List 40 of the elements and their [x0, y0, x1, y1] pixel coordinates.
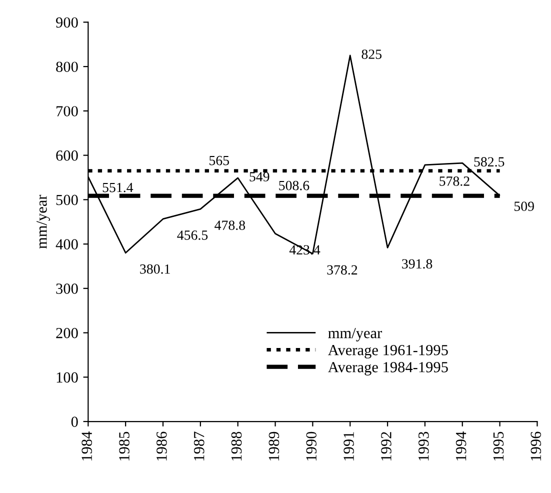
x-tick-label: 1996: [530, 432, 542, 460]
x-tick-label: 1993: [418, 432, 429, 460]
data-label: 456.5: [177, 230, 208, 240]
x-tick-label: 1990: [306, 432, 317, 460]
x-tick-label: 1984: [82, 431, 92, 460]
y-tick-label: 300: [56, 284, 78, 294]
annotation: 508.6: [279, 180, 310, 190]
legend-label: mm/year: [328, 328, 382, 342]
data-label: 391.8: [402, 259, 432, 269]
y-tick-label: 900: [56, 17, 78, 28]
data-label: 380.1: [140, 264, 170, 274]
data-label: 509: [514, 202, 534, 211]
x-tick-label: 1995: [493, 432, 504, 460]
y-tick-label: 700: [56, 106, 78, 116]
y-tick-label: 200: [56, 328, 78, 338]
data-label: 582.5: [474, 157, 504, 167]
data-label: 478.8: [214, 220, 246, 230]
legend-label: Average 1984-1995: [328, 362, 448, 376]
x-tick-label: 1992: [381, 432, 392, 460]
x-tick-label: 1988: [231, 432, 242, 460]
y-tick-label: 500: [56, 194, 78, 206]
y-tick-label: 600: [56, 150, 78, 161]
data-label: 551.4: [102, 182, 134, 192]
x-tick-label: 1987: [194, 432, 204, 460]
y-axis-title: mm/year: [36, 194, 50, 249]
x-tick-label: 1989: [268, 432, 280, 460]
y-tick-label: 400: [56, 239, 78, 250]
data-label: 825: [362, 50, 382, 59]
annotation: 565: [210, 156, 230, 166]
y-tick-label: 800: [56, 62, 78, 72]
data-label: 578.2: [440, 176, 470, 186]
y-tick-label: 100: [56, 372, 78, 383]
x-tick-label: 1991: [344, 432, 354, 460]
x-tick-label: 1986: [156, 432, 167, 460]
data-label: 378.2: [327, 265, 358, 275]
legend-label: Average 1961-1995: [328, 345, 448, 358]
x-tick-label: 1994: [456, 431, 466, 460]
x-tick-label: 1985: [119, 432, 130, 460]
y-tick-label: 0: [71, 416, 78, 427]
data-label: 549: [250, 172, 270, 182]
